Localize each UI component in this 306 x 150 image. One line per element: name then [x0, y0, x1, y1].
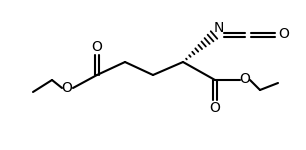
- Text: O: O: [240, 72, 250, 86]
- Text: O: O: [91, 40, 103, 54]
- Text: O: O: [278, 27, 289, 41]
- Text: N: N: [214, 21, 224, 35]
- Text: O: O: [62, 81, 73, 95]
- Text: O: O: [210, 101, 220, 115]
